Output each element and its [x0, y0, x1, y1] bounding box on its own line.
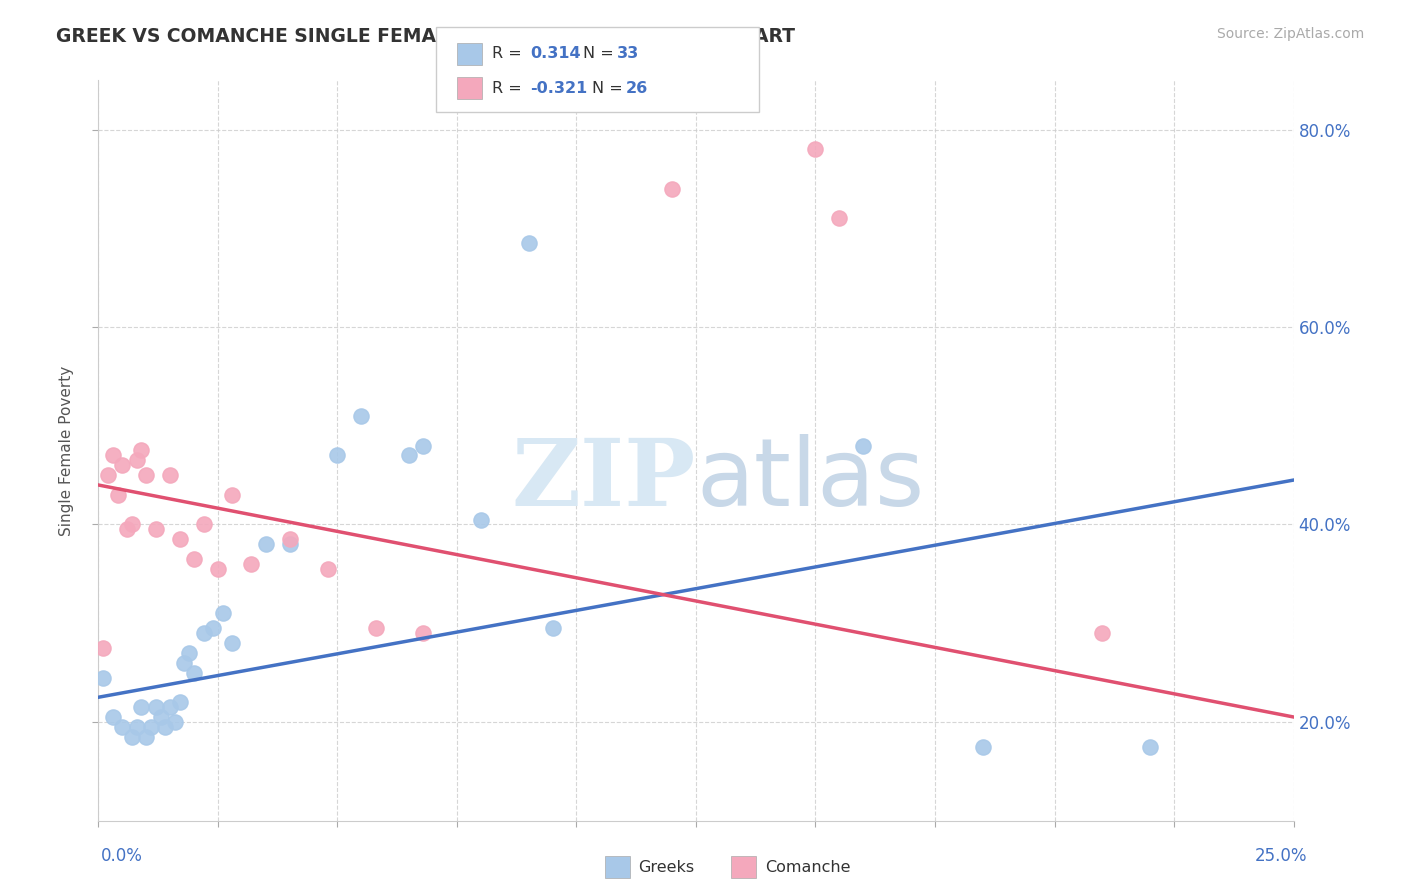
Point — [221, 488, 243, 502]
Point — [398, 449, 420, 463]
Point — [364, 621, 387, 635]
Point — [183, 665, 205, 680]
Text: R =: R = — [492, 80, 527, 95]
Text: atlas: atlas — [696, 434, 924, 526]
Text: GREEK VS COMANCHE SINGLE FEMALE POVERTY CORRELATION CHART: GREEK VS COMANCHE SINGLE FEMALE POVERTY … — [56, 27, 796, 45]
Point — [163, 714, 186, 729]
Point — [972, 739, 994, 754]
Point — [193, 626, 215, 640]
Point — [183, 552, 205, 566]
Point — [97, 468, 120, 483]
Point — [101, 449, 124, 463]
Point — [1139, 739, 1161, 754]
Point — [155, 720, 177, 734]
Point — [1091, 626, 1114, 640]
Y-axis label: Single Female Poverty: Single Female Poverty — [59, 366, 75, 535]
Point — [211, 607, 233, 621]
Point — [316, 562, 339, 576]
Point — [131, 443, 153, 458]
Point — [278, 537, 301, 551]
Point — [169, 533, 191, 547]
Text: Greeks: Greeks — [638, 860, 695, 874]
Point — [804, 142, 827, 156]
Point — [207, 562, 229, 576]
Text: 0.0%: 0.0% — [101, 847, 143, 865]
Point — [121, 517, 143, 532]
Point — [169, 695, 191, 709]
Point — [121, 730, 143, 744]
Text: Comanche: Comanche — [765, 860, 851, 874]
Text: R =: R = — [492, 46, 527, 62]
Point — [470, 512, 492, 526]
Point — [139, 720, 162, 734]
Point — [254, 537, 277, 551]
Point — [661, 182, 683, 196]
Point — [149, 710, 172, 724]
Point — [179, 646, 201, 660]
Point — [852, 438, 875, 452]
Point — [541, 621, 564, 635]
Point — [131, 700, 153, 714]
Text: Source: ZipAtlas.com: Source: ZipAtlas.com — [1216, 27, 1364, 41]
Point — [145, 523, 167, 537]
Point — [101, 710, 124, 724]
Text: 0.314: 0.314 — [530, 46, 581, 62]
Point — [107, 488, 129, 502]
Point — [240, 557, 263, 571]
Point — [111, 720, 134, 734]
Point — [145, 700, 167, 714]
Point — [412, 438, 434, 452]
Point — [350, 409, 373, 423]
Point — [412, 626, 434, 640]
Point — [91, 640, 114, 655]
Text: 25.0%: 25.0% — [1256, 847, 1308, 865]
Point — [159, 468, 181, 483]
Point — [326, 449, 349, 463]
Text: N =: N = — [583, 46, 620, 62]
Point — [278, 533, 301, 547]
Text: ZIP: ZIP — [512, 435, 696, 525]
Text: N =: N = — [592, 80, 628, 95]
Point — [517, 236, 540, 251]
Point — [125, 453, 148, 467]
Text: 26: 26 — [626, 80, 648, 95]
Point — [828, 211, 851, 226]
Point — [193, 517, 215, 532]
Point — [135, 730, 157, 744]
Text: -0.321: -0.321 — [530, 80, 588, 95]
Point — [159, 700, 181, 714]
Point — [125, 720, 148, 734]
Point — [115, 523, 138, 537]
Point — [111, 458, 134, 473]
Point — [91, 671, 114, 685]
Point — [135, 468, 157, 483]
Point — [173, 656, 195, 670]
Point — [202, 621, 225, 635]
Text: 33: 33 — [617, 46, 640, 62]
Point — [221, 636, 243, 650]
